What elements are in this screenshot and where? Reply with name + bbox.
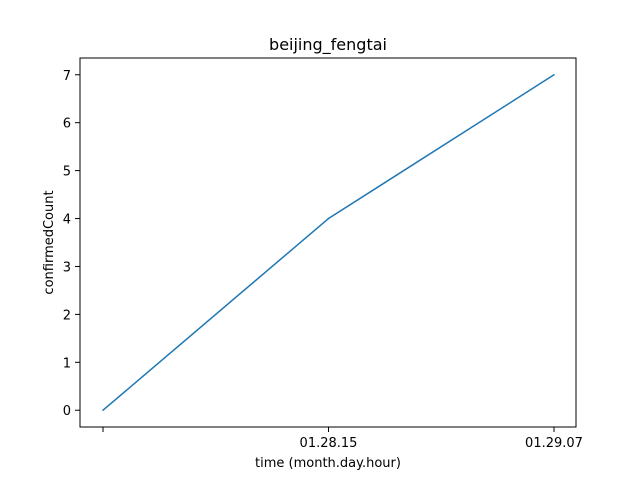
y-tick-label: 2	[63, 308, 71, 323]
series-layer	[102, 74, 555, 411]
y-tick-label: 4	[63, 213, 71, 228]
y-tick-label: 0	[63, 404, 71, 419]
y-tick-label: 6	[63, 117, 71, 132]
data-point	[327, 217, 330, 220]
data-point	[553, 74, 555, 76]
y-tick-label: 5	[63, 165, 71, 180]
x-tick-label: 01.28.15	[300, 436, 358, 451]
plot-area	[79, 57, 577, 428]
y-tick-label: 1	[63, 356, 71, 371]
x-axis-label: time (month.day.hour)	[255, 456, 401, 471]
x-tick-label: 01.29.07	[525, 436, 583, 451]
y-tick-label: 3	[63, 260, 71, 275]
chart-title: beijing_fengtai	[269, 35, 387, 55]
x-axis: 01.28.15 01.29.07	[102, 427, 583, 451]
y-axis-label: confirmedCount	[42, 190, 57, 294]
series-line	[102, 74, 555, 411]
y-axis: 0 1 2 3 4 5 6 7	[63, 69, 80, 419]
data-point	[102, 409, 104, 411]
y-tick-label: 7	[63, 69, 71, 84]
